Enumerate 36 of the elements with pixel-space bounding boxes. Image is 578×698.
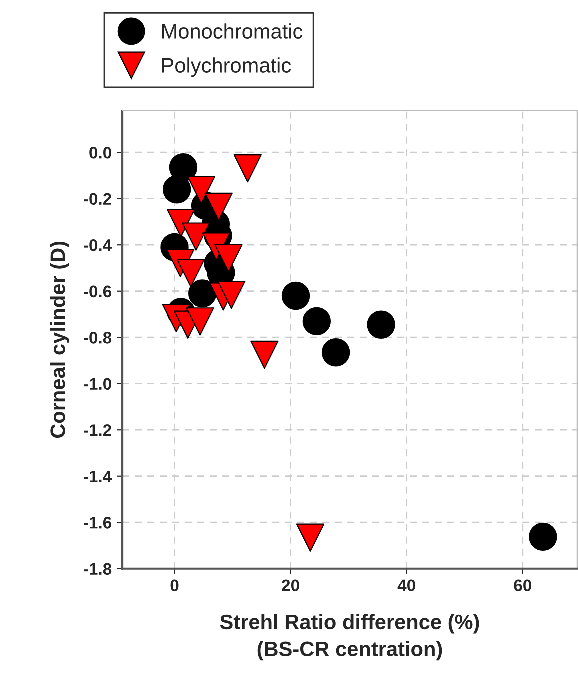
y-tick-label: 0.0	[90, 147, 112, 159]
y-tick-label: -0.8	[84, 332, 112, 344]
point	[218, 280, 246, 310]
point	[187, 176, 216, 204]
point	[204, 192, 233, 222]
y-tick-label: -1.0	[84, 378, 112, 390]
y-tick-label: -1.2	[84, 424, 112, 436]
y-tick-label: -0.4	[84, 240, 112, 252]
point	[250, 340, 279, 370]
point	[167, 209, 196, 238]
point	[162, 176, 192, 204]
point	[302, 307, 331, 336]
point	[296, 524, 325, 552]
point	[234, 154, 262, 183]
point	[282, 282, 310, 310]
x-tick-label: 0	[170, 580, 179, 592]
point	[322, 338, 350, 367]
x-axis-title: Strehl Ratio difference (%) (BS-CR centration)	[220, 614, 480, 661]
point	[176, 259, 206, 288]
point	[529, 522, 558, 552]
point	[214, 244, 243, 273]
x-tick-label: 40	[398, 580, 416, 592]
point	[188, 280, 217, 308]
legend-label: Monochromatic	[162, 24, 303, 39]
point	[182, 222, 210, 251]
y-axis-title: Corneal cylinder (D)	[50, 242, 70, 438]
y-tick-label: -0.6	[84, 286, 112, 298]
x-tick-label: 60	[514, 580, 532, 592]
y-tick-label: -1.4	[84, 470, 112, 482]
x-tick-label: 20	[282, 580, 300, 592]
legend-label: Polychromatic	[162, 58, 292, 78]
y-tick-label: -0.2	[84, 193, 112, 206]
y-tick-label: -1.6	[84, 517, 112, 529]
point	[186, 308, 214, 336]
y-tick-label: -1.8	[84, 563, 112, 576]
point	[367, 310, 396, 339]
